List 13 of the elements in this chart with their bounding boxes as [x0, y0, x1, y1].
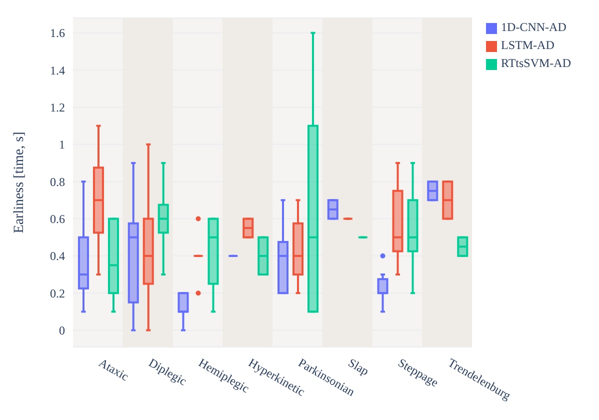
y-tick-label: 1.6	[50, 26, 65, 40]
y-tick-label: 1.4	[50, 63, 65, 78]
y-tick-label: 1	[59, 138, 65, 152]
legend-label: LSTM-AD	[501, 38, 554, 52]
legend-label: 1D-CNN-AD	[501, 20, 566, 34]
y-tick-label: 1.2	[50, 100, 65, 114]
legend-label: RTtsSVM-AD	[501, 56, 571, 70]
y-tick-label: 0.2	[50, 286, 65, 300]
y-axis-title: Earliness [time, s]	[12, 132, 27, 234]
y-tick-label: 0.6	[50, 212, 65, 226]
y-tick-label: 0.4	[50, 249, 65, 264]
y-tick-label: 0.8	[50, 174, 65, 189]
y-tick-label: 0	[59, 324, 65, 338]
